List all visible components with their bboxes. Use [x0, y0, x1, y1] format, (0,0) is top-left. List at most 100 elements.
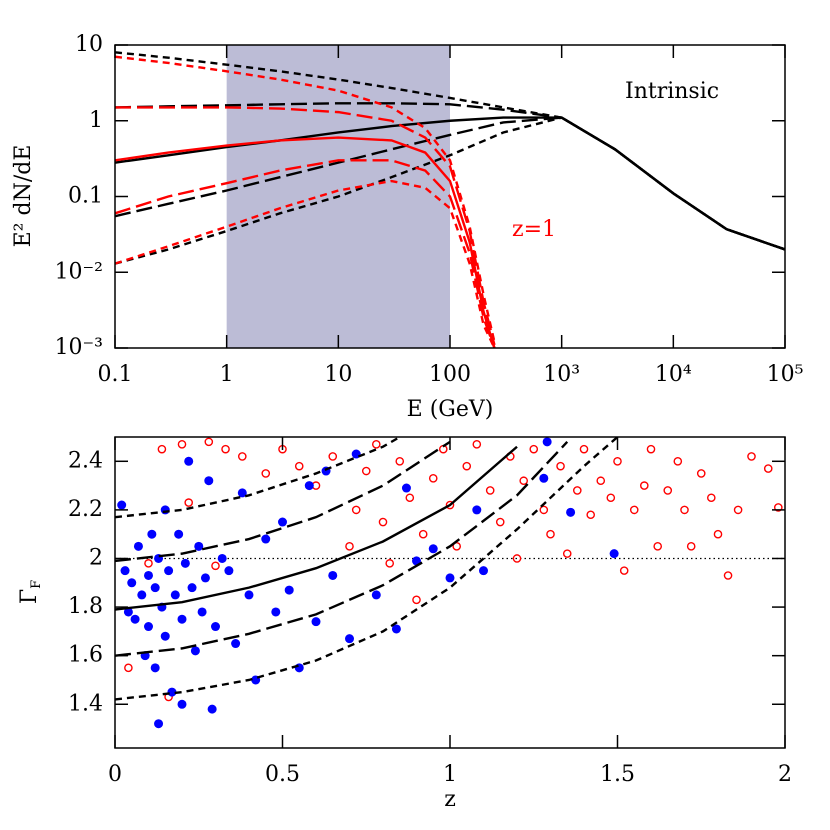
curve: [115, 445, 518, 611]
point: [120, 566, 130, 576]
point: [144, 559, 153, 568]
x-tick-label: 0.5: [265, 762, 300, 787]
point: [723, 571, 733, 580]
point: [221, 444, 230, 454]
point: [763, 464, 773, 473]
point: [418, 529, 428, 539]
x-tick-label: 10⁴: [655, 362, 692, 387]
x-tick-label: 0: [108, 762, 122, 787]
curve: [115, 437, 401, 519]
point: [539, 505, 549, 515]
point: [351, 505, 361, 515]
point: [144, 622, 153, 632]
point: [123, 607, 133, 617]
point: [284, 585, 294, 595]
curve: [115, 159, 496, 348]
curve: [115, 179, 496, 348]
point: [294, 461, 304, 471]
point: [157, 444, 167, 454]
plot-area: [115, 45, 785, 348]
point: [204, 437, 214, 447]
point: [137, 590, 147, 600]
point: [733, 505, 743, 515]
y-tick-label: 1.8: [68, 594, 103, 619]
point: [261, 534, 271, 544]
point: [653, 542, 663, 551]
point: [261, 469, 271, 478]
y-axis-label-main: Γ: [17, 589, 42, 604]
y-tick-label: 10⁻²: [55, 259, 103, 284]
point: [200, 573, 210, 583]
point: [395, 456, 405, 466]
point: [663, 486, 673, 495]
point: [462, 461, 472, 471]
point: [646, 444, 656, 454]
point: [150, 663, 160, 673]
curve: [115, 55, 496, 343]
annotation: Intrinsic: [625, 79, 719, 104]
point: [696, 469, 706, 478]
point: [629, 505, 639, 515]
y-tick-label: 10: [75, 32, 103, 57]
x-tick-label: 0.1: [98, 362, 133, 387]
point: [150, 583, 160, 593]
y-tick-label: 2.2: [68, 497, 103, 522]
y-tick-label: 1.4: [68, 691, 103, 716]
annotation: z=1: [512, 217, 556, 242]
point: [485, 486, 495, 495]
point: [328, 570, 338, 580]
point: [154, 719, 164, 729]
curve: [115, 106, 496, 346]
point: [606, 493, 616, 503]
point: [184, 498, 193, 507]
y-tick-label: 1.6: [68, 643, 103, 668]
point: [361, 466, 371, 476]
point: [445, 573, 455, 583]
point: [512, 554, 522, 563]
curve: [115, 116, 785, 265]
point: [194, 541, 204, 551]
point: [529, 444, 539, 454]
point: [237, 452, 247, 461]
point: [713, 529, 723, 539]
y-axis-label: E² dN/dE: [11, 145, 36, 248]
point: [211, 561, 220, 571]
x-tick-label: 10: [324, 362, 352, 387]
point: [187, 583, 197, 593]
point: [479, 566, 488, 576]
point: [707, 493, 716, 503]
x-axis-label: E (GeV): [407, 397, 494, 422]
point: [177, 614, 187, 624]
point: [385, 559, 395, 568]
point: [472, 439, 482, 449]
point: [224, 566, 234, 576]
point: [144, 570, 153, 580]
y-tick-label: 0.1: [68, 184, 103, 209]
point: [371, 590, 381, 600]
x-tick-label: 1.5: [600, 762, 635, 787]
point: [345, 542, 354, 551]
point: [231, 639, 241, 649]
point: [391, 624, 401, 634]
point: [211, 622, 220, 632]
x-tick-label: 2: [778, 762, 792, 787]
point: [294, 663, 304, 673]
point: [774, 503, 783, 512]
point: [445, 500, 455, 510]
point: [311, 617, 321, 627]
point: [174, 529, 184, 539]
point: [579, 444, 589, 454]
curve: [115, 136, 496, 348]
y-axis-label-sub: F: [29, 580, 44, 589]
point: [164, 566, 174, 576]
point: [117, 500, 127, 510]
point: [371, 439, 381, 449]
axes-frame: [114, 436, 786, 749]
y-tick-label: 2.4: [68, 448, 103, 473]
point: [184, 456, 194, 466]
y-tick-label: 1: [89, 108, 103, 133]
point: [124, 663, 133, 673]
point: [204, 476, 214, 486]
point: [278, 517, 287, 527]
